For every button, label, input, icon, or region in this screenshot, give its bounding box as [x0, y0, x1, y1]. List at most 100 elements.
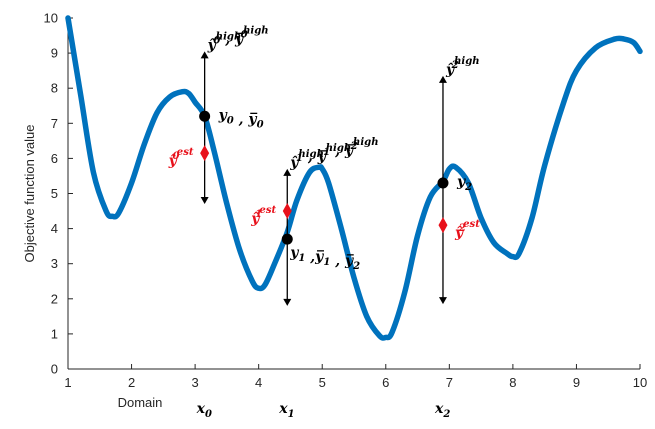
y-tick-label: 2 [51, 291, 58, 306]
upper-arrowhead-1 [283, 168, 292, 176]
objective-curve [65, 15, 643, 341]
observed-point-2 [437, 177, 449, 189]
high-label-2: ŷhigh2 [445, 55, 480, 78]
y-tick-label: 1 [51, 326, 58, 341]
high-label-1: ŷhigh1 , y̅high1 , y̅high2 [289, 136, 378, 171]
label-main: y [218, 107, 228, 123]
label-main: x [196, 401, 206, 417]
x-tick-label: 10 [633, 375, 647, 390]
label-main: , [234, 111, 249, 127]
marker-layer [199, 51, 449, 306]
label-main: , [330, 143, 345, 159]
label-subscript: 1 [255, 209, 262, 220]
label-main: y [289, 245, 299, 261]
observed-label-0: y0 , y̅0 [218, 107, 264, 130]
label-subscript: 2 [352, 261, 360, 272]
label-main: y̅ [317, 149, 327, 165]
label-main: , [303, 149, 318, 165]
y-tick-label: 7 [51, 116, 58, 131]
label-superscript: est [259, 205, 276, 216]
x-tick-label: 1 [64, 375, 71, 390]
estimate-label-0: ŷest0 [168, 147, 194, 169]
label-subscript: 0 [257, 119, 264, 130]
label-main: x [434, 401, 444, 417]
x-axis-title: Domain [118, 395, 163, 410]
estimate-label-2: ŷest2 [454, 219, 480, 241]
label-subscript: 2 [464, 182, 472, 193]
x-tick-label: 2 [128, 375, 135, 390]
x-tick-label: 4 [255, 375, 262, 390]
label-subscript: 0 [173, 151, 180, 162]
sample-x-label-1: x1 [278, 401, 294, 420]
label-main: y̅ [314, 249, 324, 265]
label-main: ŷ [168, 152, 178, 169]
label-superscript: high [298, 148, 324, 160]
x-tick-label: 7 [446, 375, 453, 390]
x-tick-label: 3 [191, 375, 198, 390]
upper-arrowhead-2 [438, 75, 447, 83]
high-label-0: ŷhigh0 , y̅high0 [207, 24, 269, 53]
label-main: y [456, 174, 466, 190]
label-subscript: 1 [323, 147, 330, 158]
y-tick-label: 0 [51, 362, 58, 377]
label-subscript: 2 [451, 60, 459, 71]
label-main: ŷ [289, 154, 299, 171]
label-superscript: est [463, 219, 480, 230]
observed-point-0 [199, 110, 211, 122]
estimate-marker-2 [438, 217, 448, 234]
y-tick-label: 10 [44, 11, 58, 26]
label-subscript: 2 [350, 141, 358, 152]
lower-arrowhead-2 [438, 297, 447, 305]
label-main: y̅ [344, 253, 354, 269]
label-superscript: high [353, 136, 379, 148]
x-tick-label: 5 [319, 375, 326, 390]
estimate-marker-1 [282, 203, 292, 220]
y-tick-label: 9 [51, 46, 58, 61]
label-main: x [278, 401, 288, 417]
label-main: ŷ [454, 224, 464, 241]
observed-point-1 [281, 233, 293, 245]
label-superscript: est [177, 147, 194, 158]
sample-x-label-2: x2 [434, 401, 450, 420]
label-main: , [330, 253, 345, 269]
lower-arrowhead-0 [200, 197, 209, 205]
y-axis-title: Objective function value [22, 124, 37, 262]
sample-x-label-0: x0 [196, 401, 212, 420]
y-tick-label: 8 [51, 81, 58, 96]
label-main: ŷ [250, 210, 260, 227]
upper-arrowhead-0 [200, 51, 209, 59]
y-tick-label: 6 [51, 151, 58, 166]
estimate-marker-0 [200, 145, 210, 162]
label-main: ŷ [445, 61, 455, 78]
label-subscript: 2 [458, 223, 466, 234]
label-subscript: 1 [323, 257, 330, 268]
observed-label-1: y1 ,y̅1 , y̅2 [289, 245, 360, 272]
estimate-label-1: ŷest1 [250, 205, 276, 227]
label-main: y̅ [234, 31, 244, 47]
label-superscript: high [243, 24, 269, 36]
label-main: , [220, 31, 235, 47]
x-tick-label: 8 [509, 375, 516, 390]
y-tick-label: 3 [51, 256, 58, 271]
label-subscript: 1 [296, 153, 303, 164]
x-tick-label: 9 [573, 375, 580, 390]
curve-layer [65, 15, 643, 341]
label-superscript: high [454, 55, 480, 67]
label-subscript: 1 [298, 253, 305, 264]
label-subscript: 0 [213, 35, 220, 46]
label-main: , [305, 249, 315, 265]
label-subscript: 0 [241, 29, 248, 40]
label-main: y̅ [247, 111, 257, 127]
label-subscript: 2 [442, 409, 450, 420]
label-subscript: 1 [288, 409, 295, 420]
x-tick-label: 6 [382, 375, 389, 390]
label-subscript: 0 [205, 409, 212, 420]
y-tick-label: 5 [51, 186, 58, 201]
label-superscript: high [216, 30, 242, 42]
label-main: ŷ [207, 36, 217, 53]
label-subscript: 0 [227, 115, 234, 126]
